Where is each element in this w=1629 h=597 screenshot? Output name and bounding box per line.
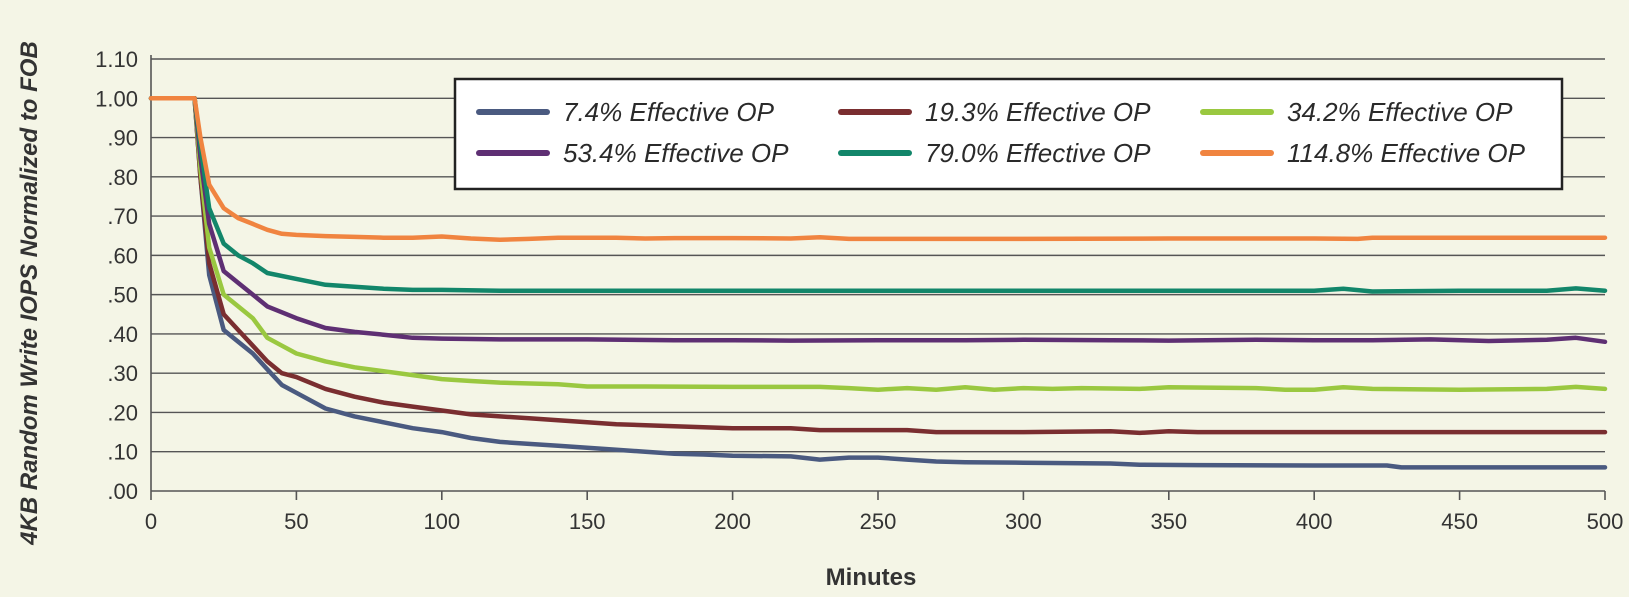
y-tick-label: .00 <box>107 479 138 504</box>
x-tick-label: 150 <box>569 509 606 534</box>
legend-label: 114.8% Effective OP <box>1287 138 1526 168</box>
legend-label: 79.0% Effective OP <box>925 138 1151 168</box>
x-tick-label: 500 <box>1587 509 1624 534</box>
y-tick-label: .80 <box>107 165 138 190</box>
series-line <box>148 96 1608 436</box>
y-tick-label: .50 <box>107 283 138 308</box>
y-tick-label: .10 <box>107 440 138 465</box>
series-line <box>148 96 1608 470</box>
series-line <box>148 96 1608 242</box>
series-line <box>148 96 1608 392</box>
x-tick-label: 100 <box>423 509 460 534</box>
legend: 7.4% Effective OP 19.3% Effective OP 34.2%… <box>453 77 1564 191</box>
x-tick-label: 50 <box>284 509 308 534</box>
y-tick-label: .90 <box>107 126 138 151</box>
legend-label: 7.4% Effective OP <box>563 97 775 127</box>
y-tick-label: .40 <box>107 322 138 347</box>
y-axis-title: 4KB Random Write IOPS Normalized to FOB <box>16 41 43 546</box>
y-tick-label: .70 <box>107 204 138 229</box>
legend-label: 53.4% Effective OP <box>563 138 789 168</box>
y-tick-label: 1.00 <box>95 86 138 111</box>
x-tick-label: 250 <box>860 509 897 534</box>
x-tick-label: 450 <box>1441 509 1478 534</box>
legend-label: 19.3% Effective OP <box>925 97 1151 127</box>
series-line <box>148 96 1608 294</box>
series-lines <box>148 96 1608 470</box>
x-tick-label: 200 <box>714 509 751 534</box>
x-axis-title: Minutes <box>826 564 917 591</box>
y-tick-label: .30 <box>107 361 138 386</box>
x-tick-label: 350 <box>1150 509 1187 534</box>
y-tick-label: .20 <box>107 400 138 425</box>
x-tick-label: 300 <box>1005 509 1042 534</box>
series-line <box>148 96 1608 345</box>
y-tick-label: .60 <box>107 243 138 268</box>
legend-box <box>453 77 1564 191</box>
legend-label: 34.2% Effective OP <box>1287 97 1513 127</box>
axes: .00 .10 .20 .30 .40 .50 .60 .70 .80 .90 1.00 1.10 0 5… <box>95 47 1623 534</box>
x-tick-label: 0 <box>145 509 157 534</box>
y-tick-label: 1.10 <box>95 47 138 72</box>
x-tick-label: 400 <box>1296 509 1333 534</box>
